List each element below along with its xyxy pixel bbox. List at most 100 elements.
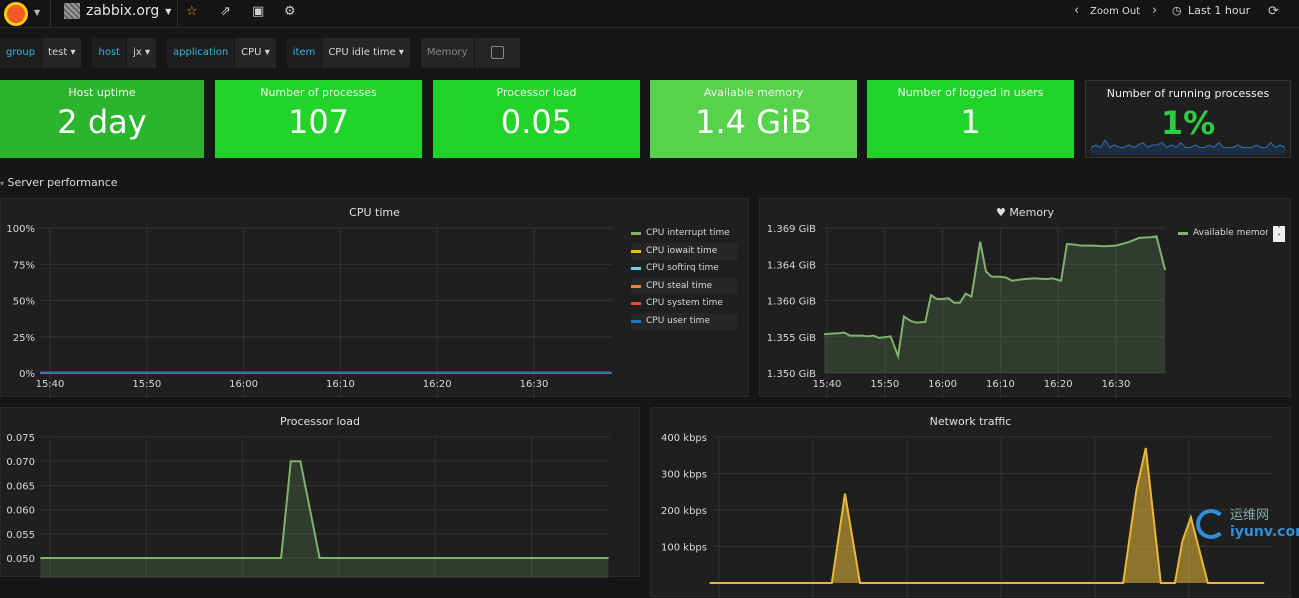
y-tick-label: 0.075 <box>6 433 35 444</box>
series-line <box>824 235 1167 361</box>
legend-label: CPU softirq time <box>646 263 719 273</box>
watermark: 运维网 iyunv.com <box>1196 508 1299 540</box>
gear-icon[interactable]: ⚙ <box>284 4 296 19</box>
x-tick-label: 16:20 <box>423 379 452 390</box>
variables-bar: group test ▾ host jx ▾ application CPU ▾… <box>0 38 521 68</box>
singlestat-value: 0.05 <box>500 103 573 141</box>
y-tick-label: 300 kbps <box>661 470 707 481</box>
singlestat-title: Number of running processes <box>1106 87 1270 100</box>
var-label-item: item <box>286 38 322 68</box>
y-tick-label: 0.065 <box>6 481 35 492</box>
legend-swatch <box>1178 231 1188 235</box>
caret-down-icon: ▾ <box>70 47 76 58</box>
caret-down-icon: ▾ <box>398 47 404 58</box>
legend: CPU interrupt time CPU iowait time CPU sof… <box>631 225 738 330</box>
legend-swatch <box>631 319 641 323</box>
refresh-icon[interactable]: ⟳ <box>1268 4 1279 19</box>
legend-label: CPU steal time <box>646 280 713 291</box>
var-value: test <box>48 47 68 58</box>
x-tick-label: 16:10 <box>986 379 1015 390</box>
dashboard-grid-icon <box>64 3 80 19</box>
singlestat-panel: Available memory 1.4 GiB <box>650 80 857 158</box>
series-line <box>40 460 609 559</box>
zoom-out-button[interactable]: Zoom Out <box>1090 6 1141 17</box>
var-label-host: host <box>92 38 127 68</box>
singlestat-value: 2 day <box>57 103 147 141</box>
memory-panel: 1.350 GiB 1.355 GiB 1.360 GiB 1.364 GiB 1.36… <box>759 198 1291 398</box>
panel-title: ♥ Memory <box>760 206 1290 219</box>
checkbox-icon <box>490 46 504 59</box>
legend-item[interactable]: CPU system time <box>631 295 738 313</box>
row-title: Server performance <box>7 176 118 189</box>
sparkline-line <box>1090 139 1286 149</box>
cpu-time-panel: 0% 25% 50% 75% 100% 15:40 15:50 16:00 16:10 16:20… <box>0 198 749 398</box>
series-area <box>40 461 609 578</box>
legend-swatch <box>631 267 641 271</box>
row-header[interactable]: ▾ Server performance <box>0 176 118 189</box>
grafana-logo[interactable] <box>4 2 28 26</box>
chart-svg: 1.350 GiB 1.355 GiB 1.360 GiB 1.364 GiB 1.36… <box>767 224 1167 398</box>
memory-checkbox[interactable] <box>474 38 520 68</box>
legend-label: CPU system time <box>646 298 723 308</box>
y-tick-label: 75% <box>13 260 35 271</box>
watermark-cn: 运维网 <box>1230 508 1270 523</box>
var-select-group[interactable]: test ▾ <box>42 38 82 68</box>
x-tick-label: 15:40 <box>36 379 65 390</box>
legend-item[interactable]: CPU interrupt time <box>631 225 738 243</box>
x-tick-label: 16:00 <box>928 379 957 390</box>
singlestat-panel: Number of processes 107 <box>215 80 422 158</box>
singlestat-title: Available memory <box>703 86 804 99</box>
y-tick-label: 200 kbps <box>661 506 707 517</box>
chart-svg: 0% 25% 50% 75% 100% 15:40 15:50 16:00 16:10 16:20… <box>6 224 612 398</box>
x-tick-label: 16:30 <box>1102 379 1131 390</box>
y-tick-label: 1.355 GiB <box>767 333 816 344</box>
chart-svg: 100 kbps 200 kbps 300 kbps 400 kbps <box>661 433 1273 598</box>
series-area <box>824 236 1166 373</box>
singlestat-panel: Host uptime 2 day <box>0 80 204 158</box>
y-tick-label: 0.070 <box>6 457 35 468</box>
dashboard-title: zabbix.org <box>86 3 160 19</box>
chevron-down-icon: ▾ <box>0 179 5 188</box>
y-tick-label: 50% <box>13 297 35 308</box>
caret-down-icon[interactable]: ▼ <box>34 8 41 17</box>
singlestat-value: 1% <box>1160 104 1216 142</box>
legend-item[interactable]: CPU iowait time <box>631 242 738 260</box>
legend-label: CPU iowait time <box>646 245 718 256</box>
y-tick-label: 1.364 GiB <box>767 260 816 271</box>
var-value: jx <box>133 47 142 58</box>
legend-item[interactable]: CPU user time <box>631 312 738 330</box>
singlestat-value: 107 <box>287 103 350 141</box>
legend-item[interactable]: Available memory <box>1178 228 1268 238</box>
time-range-picker[interactable]: Last 1 hour <box>1188 4 1251 17</box>
var-select-host[interactable]: jx ▾ <box>127 38 156 68</box>
legend-label: CPU user time <box>646 315 710 326</box>
singlestat-panel: Number of running processes 1% <box>1085 80 1291 158</box>
series-area <box>709 448 1265 583</box>
save-icon[interactable]: ▣ <box>252 4 265 19</box>
y-tick-label: 0% <box>19 369 35 380</box>
legend-swatch <box>631 302 641 306</box>
var-select-item[interactable]: CPU idle time ▾ <box>322 38 410 68</box>
clock-icon: ◷ <box>1172 4 1182 17</box>
chevron-left-icon[interactable]: ‹ <box>1074 3 1080 18</box>
var-select-application[interactable]: CPU ▾ <box>235 38 276 68</box>
chart-svg: 0.050 0.055 0.060 0.065 0.070 0.075 <box>6 433 610 578</box>
y-tick-label: 100 kbps <box>661 543 707 554</box>
x-tick-label: 16:10 <box>326 379 355 390</box>
singlestat-title: Processor load <box>496 86 577 99</box>
sparkline <box>1090 139 1286 155</box>
legend-item[interactable]: CPU steal time <box>631 277 738 295</box>
y-tick-label: 1.350 GiB <box>767 369 816 380</box>
singlestat-value: 1 <box>960 103 981 141</box>
legend-item[interactable]: CPU softirq time <box>631 260 738 278</box>
y-tick-label: 400 kbps <box>661 433 707 444</box>
y-tick-label: 1.369 GiB <box>767 224 816 235</box>
star-icon[interactable]: ☆ <box>186 4 198 19</box>
x-tick-label: 15:40 <box>813 379 842 390</box>
chevron-right-icon[interactable]: › <box>1152 3 1158 18</box>
panel-title: Network traffic <box>929 415 1012 428</box>
x-tick-label: 15:50 <box>132 379 161 390</box>
dashboard-picker[interactable]: zabbix.org ▼ <box>64 3 171 19</box>
legend-scroll-icon[interactable]: ˄ ˅ <box>1273 226 1285 242</box>
share-icon[interactable]: ⇗ <box>220 4 231 19</box>
